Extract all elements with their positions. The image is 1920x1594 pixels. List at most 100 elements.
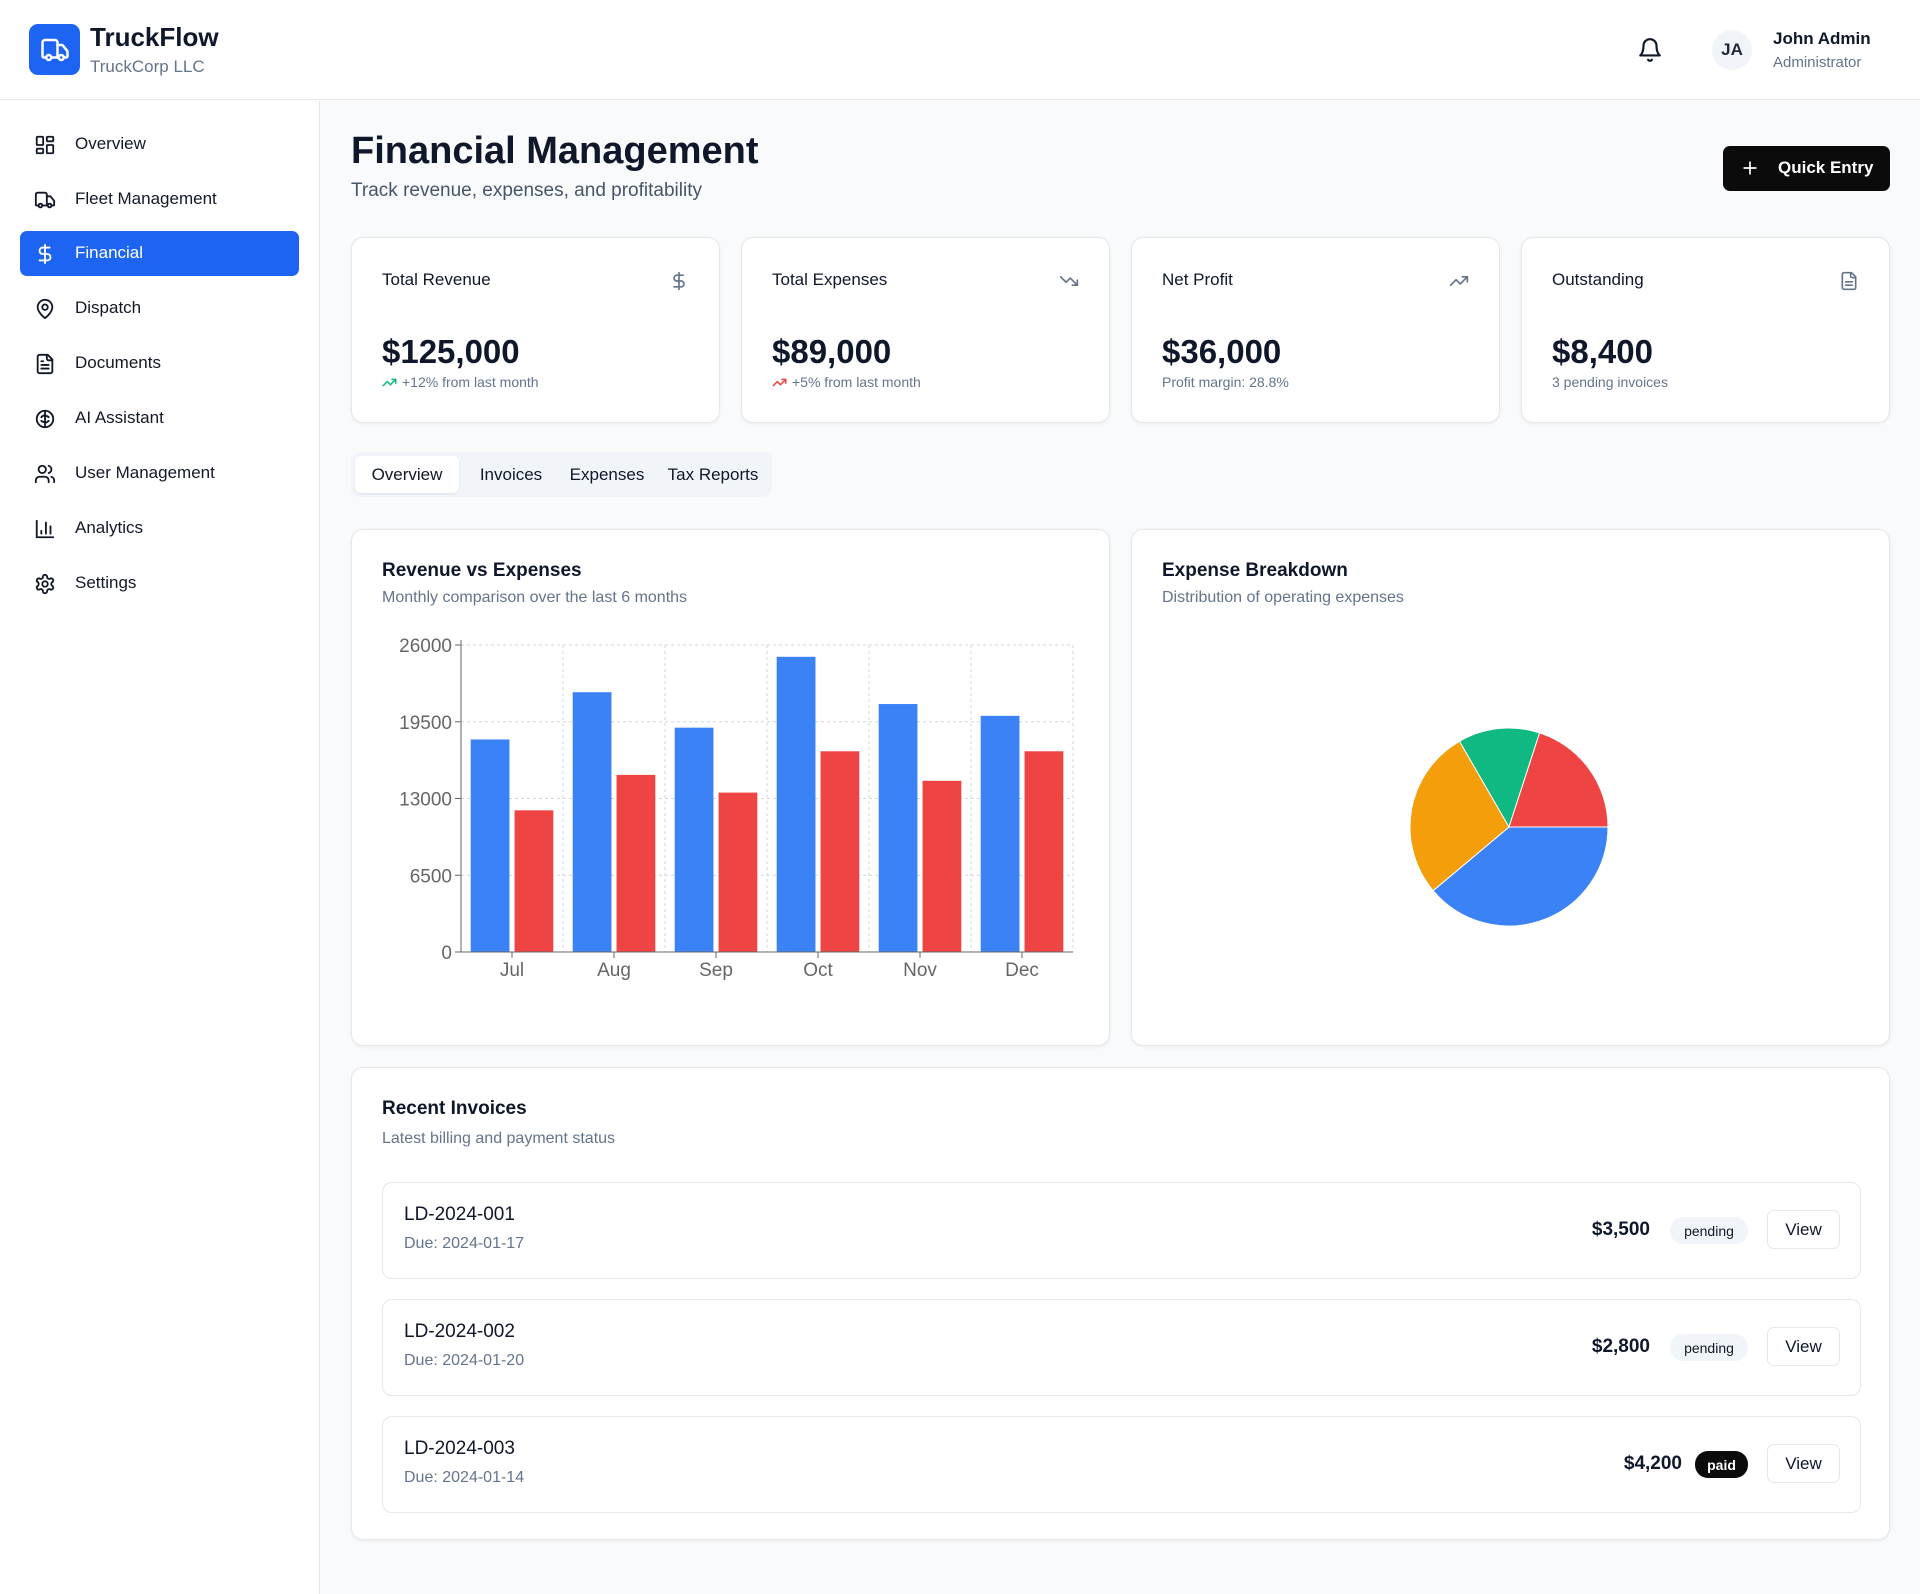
expense-breakdown-panel: Expense Breakdown Distribution of operat… bbox=[1131, 529, 1890, 1046]
expense-bar bbox=[616, 774, 656, 952]
y-tick-label: 26000 bbox=[399, 636, 452, 657]
brain-icon bbox=[35, 409, 55, 429]
tab-invoices[interactable]: Invoices bbox=[479, 464, 543, 484]
page-title: Financial Management bbox=[351, 130, 759, 172]
x-tick-label: Oct bbox=[803, 960, 833, 981]
invoice-id: LD-2024-003 bbox=[404, 1438, 515, 1459]
invoice-row: LD-2024-002 Due: 2024-01-20 $2,800 pendi… bbox=[382, 1299, 1861, 1396]
quick-entry-label: Quick Entry bbox=[1778, 158, 1874, 177]
sidebar: Overview Fleet Management Financial Disp… bbox=[0, 101, 320, 1594]
sidebar-item-overview[interactable]: Overview bbox=[20, 122, 299, 167]
invoice-due: Due: 2024-01-17 bbox=[404, 1235, 525, 1252]
dollar-icon bbox=[38, 243, 52, 265]
stat-value: $89,000 bbox=[772, 333, 892, 370]
y-tick-label: 6500 bbox=[410, 866, 452, 887]
bell-icon[interactable] bbox=[1637, 37, 1663, 63]
top-header: TruckFlow TruckCorp LLC JA John Admin Ad… bbox=[0, 0, 1920, 100]
sidebar-item-analytics[interactable]: Analytics bbox=[20, 506, 299, 551]
expense-bar bbox=[820, 751, 860, 952]
sidebar-item-user-management[interactable]: User Management bbox=[20, 451, 299, 496]
pie-slice bbox=[1409, 740, 1510, 892]
recent-invoices-panel: Recent Invoices Latest billing and payme… bbox=[351, 1067, 1890, 1540]
pie-slice bbox=[1458, 727, 1541, 829]
stat-title: Net Profit bbox=[1162, 270, 1233, 289]
status-badge: pending bbox=[1670, 1217, 1748, 1244]
status-badge: pending bbox=[1670, 1334, 1748, 1361]
stat-title: Total Revenue bbox=[382, 270, 491, 289]
sidebar-item-financial[interactable]: Financial bbox=[20, 231, 299, 276]
invoice-row: LD-2024-001 Due: 2024-01-17 $3,500 pendi… bbox=[382, 1182, 1861, 1279]
revenue-expenses-bar-chart: Jul Aug Sep Oct Nov Dec 0 6500 13000 19500 26000 bbox=[399, 636, 1074, 981]
tab-overview[interactable]: Overview bbox=[355, 456, 459, 493]
sidebar-item-label: Fleet Management bbox=[75, 189, 217, 208]
stat-title: Outstanding bbox=[1552, 270, 1644, 289]
sidebar-item-dispatch[interactable]: Dispatch bbox=[20, 286, 299, 331]
quick-entry-button[interactable]: Quick Entry bbox=[1723, 146, 1890, 191]
sidebar-item-settings[interactable]: Settings bbox=[20, 561, 299, 606]
stat-title: Total Expenses bbox=[772, 270, 888, 289]
sidebar-item-label: Settings bbox=[75, 573, 137, 592]
grid-icon bbox=[35, 135, 55, 155]
stat-card-total-revenue: Total Revenue $125,000 +12% from last mo… bbox=[351, 237, 720, 423]
invoice-id: LD-2024-001 bbox=[404, 1204, 515, 1225]
sidebar-item-documents[interactable]: Documents bbox=[20, 341, 299, 386]
invoice-amount: $2,800 bbox=[1591, 1336, 1650, 1357]
tab-tax-reports[interactable]: Tax Reports bbox=[667, 464, 759, 484]
stat-value: $36,000 bbox=[1162, 333, 1282, 370]
invoice-due: Due: 2024-01-14 bbox=[404, 1469, 525, 1486]
revenue-bar bbox=[572, 692, 612, 952]
revenue-bar bbox=[878, 704, 918, 952]
invoice-due: Due: 2024-01-20 bbox=[404, 1352, 525, 1369]
expense-bar bbox=[922, 780, 962, 952]
panel-title: Expense Breakdown bbox=[1162, 560, 1348, 581]
users-icon bbox=[34, 464, 56, 484]
stat-note: +12% from last month bbox=[382, 374, 539, 390]
sidebar-item-label: Financial bbox=[75, 243, 144, 262]
sidebar-item-label: Overview bbox=[75, 134, 146, 153]
invoice-amount: $3,500 bbox=[1591, 1219, 1650, 1240]
stat-note-text: Profit margin: 28.8% bbox=[1162, 374, 1289, 390]
app-logo[interactable] bbox=[29, 24, 80, 75]
x-tick-label: Aug bbox=[597, 960, 631, 981]
panel-title: Revenue vs Expenses bbox=[382, 560, 582, 581]
invoice-amount: $4,200 bbox=[1623, 1453, 1682, 1474]
pie-slice bbox=[1432, 826, 1609, 927]
tab-expenses[interactable]: Expenses bbox=[569, 464, 645, 484]
expense-bar bbox=[1024, 751, 1064, 952]
sidebar-item-label: Dispatch bbox=[75, 298, 142, 317]
y-tick-label: 0 bbox=[441, 943, 452, 964]
trending-down-icon bbox=[1059, 276, 1079, 286]
org-name: TruckCorp LLC bbox=[90, 57, 205, 76]
revenue-bar bbox=[470, 739, 510, 952]
y-tick-label: 19500 bbox=[399, 713, 452, 734]
sidebar-item-label: AI Assistant bbox=[75, 408, 164, 427]
expense-bar bbox=[514, 810, 554, 952]
panel-subtitle: Monthly comparison over the last 6 month… bbox=[382, 589, 688, 606]
view-invoice-button[interactable]: View bbox=[1767, 1210, 1840, 1249]
plus-icon bbox=[1743, 161, 1757, 175]
panel-title: Recent Invoices bbox=[382, 1098, 527, 1119]
invoice-row: LD-2024-003 Due: 2024-01-14 $4,200 paid … bbox=[382, 1416, 1861, 1513]
expense-bar bbox=[718, 792, 758, 952]
status-badge: paid bbox=[1695, 1451, 1748, 1478]
sidebar-item-ai-assistant[interactable]: AI Assistant bbox=[20, 396, 299, 441]
revenue-bar bbox=[776, 656, 816, 952]
app-name: TruckFlow bbox=[90, 22, 219, 52]
x-tick-label: Jul bbox=[500, 960, 524, 981]
truck-icon bbox=[40, 38, 69, 61]
view-invoice-button[interactable]: View bbox=[1767, 1444, 1840, 1483]
user-role: Administrator bbox=[1773, 54, 1862, 71]
expense-pie-chart bbox=[1409, 727, 1609, 927]
stat-value: $125,000 bbox=[382, 333, 520, 370]
map-pin-icon bbox=[36, 298, 54, 320]
stat-card-net-profit: Net Profit $36,000 Profit margin: 28.8% bbox=[1131, 237, 1500, 423]
avatar[interactable]: JA bbox=[1712, 30, 1752, 70]
stat-value: $8,400 bbox=[1552, 333, 1653, 370]
stat-note: Profit margin: 28.8% bbox=[1162, 374, 1289, 390]
y-tick-label: 13000 bbox=[399, 790, 452, 811]
user-name: John Admin bbox=[1773, 29, 1871, 48]
stat-note-text: +5% from last month bbox=[792, 374, 921, 390]
file-text-icon bbox=[36, 353, 54, 375]
view-invoice-button[interactable]: View bbox=[1767, 1327, 1840, 1366]
sidebar-item-fleet-management[interactable]: Fleet Management bbox=[20, 177, 299, 222]
